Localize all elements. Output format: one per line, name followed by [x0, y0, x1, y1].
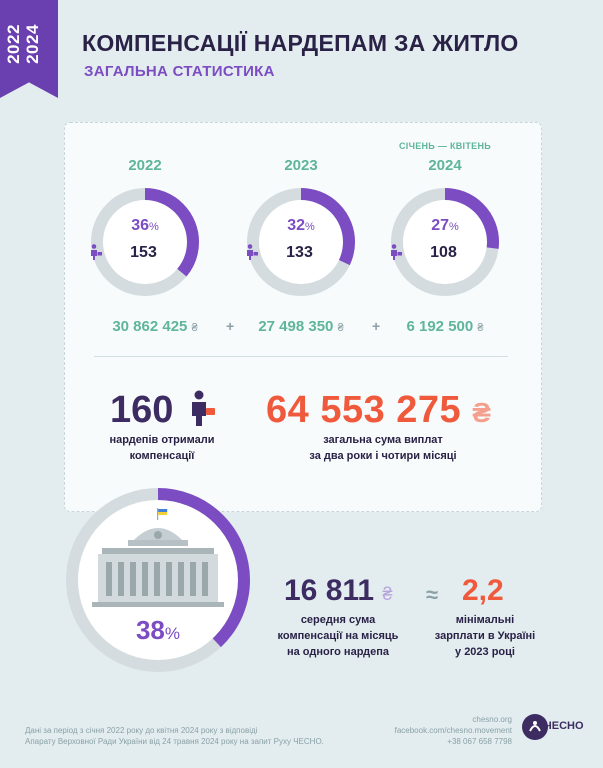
- currency-sign: ₴: [472, 397, 492, 428]
- phone-number: +38 067 658 7798: [447, 737, 512, 746]
- facebook-link[interactable]: facebook.com/chesno.movement: [394, 726, 512, 735]
- total-sum-label: загальна сума виплат за два роки і чотир…: [278, 432, 488, 464]
- percent-sign: %: [164, 624, 181, 643]
- stats-card: [64, 122, 542, 512]
- percent-sign: %: [149, 221, 159, 233]
- label-line: зарплати в Україні: [434, 630, 536, 642]
- total-sum: 64 553 275 ₴: [266, 389, 491, 432]
- ring-2022: 36% 153: [89, 186, 201, 298]
- label-line: на одного нардепа: [286, 646, 390, 658]
- min-wage-multiple: 2,2: [462, 574, 504, 607]
- percent-value: 32: [287, 217, 305, 234]
- logo-text: ЧЕСНО: [544, 720, 584, 732]
- total-deputies-value: 160: [110, 389, 174, 431]
- share-percent: 38%: [62, 615, 254, 646]
- note-line: Апарату Верховної Ради України від 24 тр…: [25, 737, 324, 746]
- count-value: 133: [286, 244, 313, 261]
- page-subtitle: ЗАГАЛЬНА СТАТИСТИКА: [84, 63, 275, 80]
- amount-value: 27 498 350: [258, 318, 334, 335]
- currency-sign: ₴: [382, 584, 393, 604]
- note-line: Дані за період з січня 2022 року до квіт…: [25, 726, 258, 735]
- count-value: 153: [130, 244, 157, 261]
- period-2024: СІЧЕНЬ — КВІТЕНЬ: [398, 141, 492, 151]
- percent-sign: %: [449, 221, 459, 233]
- ring-arc-2023: [247, 188, 355, 296]
- total-sum-value: 64 553 275: [266, 389, 462, 431]
- percent-sign: %: [305, 221, 315, 233]
- amount-value: 6 192 500: [406, 318, 474, 335]
- divider: [94, 356, 508, 357]
- ribbon-year-start: 2022: [4, 24, 23, 64]
- label-line: у 2023 році: [455, 646, 515, 658]
- ribbon-year-end: 2024: [23, 24, 42, 64]
- parliament-building-icon: [92, 508, 224, 607]
- ring-2024: 27% 108: [389, 186, 501, 298]
- ring-arc-2022: [91, 188, 199, 296]
- ring-count-2022: 153: [89, 244, 201, 262]
- ring-chart-2022: [91, 188, 199, 296]
- ring-2023: 32% 133: [245, 186, 357, 298]
- source-note: Дані за період з січня 2022 року до квіт…: [25, 725, 365, 747]
- year-ribbon: 2022 2024: [0, 0, 58, 98]
- currency-sign: ₴: [477, 322, 484, 334]
- page-title: КОМПЕНСАЦІЇ НАРДЕПАМ ЗА ЖИТЛО: [82, 30, 519, 56]
- year-label-2024: 2024: [428, 157, 462, 174]
- share-ring-chart: [66, 488, 250, 672]
- amount-value: 30 862 425: [112, 318, 188, 335]
- person-with-bag-icon: [188, 390, 216, 436]
- ring-percent-2022: 36%: [89, 217, 201, 235]
- ring-percent-2023: 32%: [245, 217, 357, 235]
- count-value: 108: [430, 244, 457, 261]
- currency-sign: ₴: [337, 322, 344, 334]
- site-link[interactable]: chesno.org: [472, 715, 512, 724]
- ring-arc-2024: [391, 188, 499, 296]
- min-wage-label: мінімальні зарплати в Україні у 2023 роц…: [420, 612, 550, 660]
- amount-2022: 30 862 425 ₴: [80, 318, 230, 335]
- plus-sign: +: [372, 318, 381, 334]
- ring-chart-2024: [391, 188, 499, 296]
- currency-sign: ₴: [191, 322, 198, 334]
- label-line: компенсації: [129, 450, 195, 462]
- ring-count-2024: 108: [389, 244, 501, 262]
- total-deputies-label: нардепів отримали компенсації: [94, 432, 230, 464]
- average-value: 16 811: [284, 574, 375, 607]
- share-ring: [62, 484, 254, 676]
- label-line: середня сума: [300, 614, 376, 626]
- total-deputies: 160: [110, 389, 216, 436]
- average-amount: 16 811 ₴: [284, 574, 392, 608]
- year-label-2023: 2023: [284, 157, 318, 174]
- ring-chart-2023: [247, 188, 355, 296]
- ribbon-years: 2022 2024: [4, 4, 42, 84]
- share-ring-arc: [66, 488, 250, 672]
- approx-sign: ≈: [426, 582, 439, 607]
- amount-2023: 27 498 350 ₴: [226, 318, 376, 335]
- label-line: загальна сума виплат: [323, 434, 443, 446]
- label-line: компенсації на місяць: [277, 630, 399, 642]
- year-label-2022: 2022: [128, 157, 162, 174]
- label-line: за два роки і чотири місяці: [309, 450, 457, 462]
- percent-value: 36: [131, 217, 149, 234]
- label-line: мінімальні: [455, 614, 515, 626]
- label-line: нардепів отримали: [109, 434, 215, 446]
- plus-sign: +: [226, 318, 235, 334]
- ring-count-2023: 133: [245, 244, 357, 262]
- ring-percent-2024: 27%: [389, 217, 501, 235]
- percent-value: 27: [431, 217, 449, 234]
- average-label: середня сума компенсації на місяць на од…: [270, 612, 406, 660]
- amount-2024: 6 192 500 ₴: [370, 318, 520, 335]
- percent-value: 38: [135, 615, 165, 645]
- chesno-logo-icon: [521, 713, 549, 741]
- contacts: chesno.org facebook.com/chesno.movement …: [380, 714, 512, 747]
